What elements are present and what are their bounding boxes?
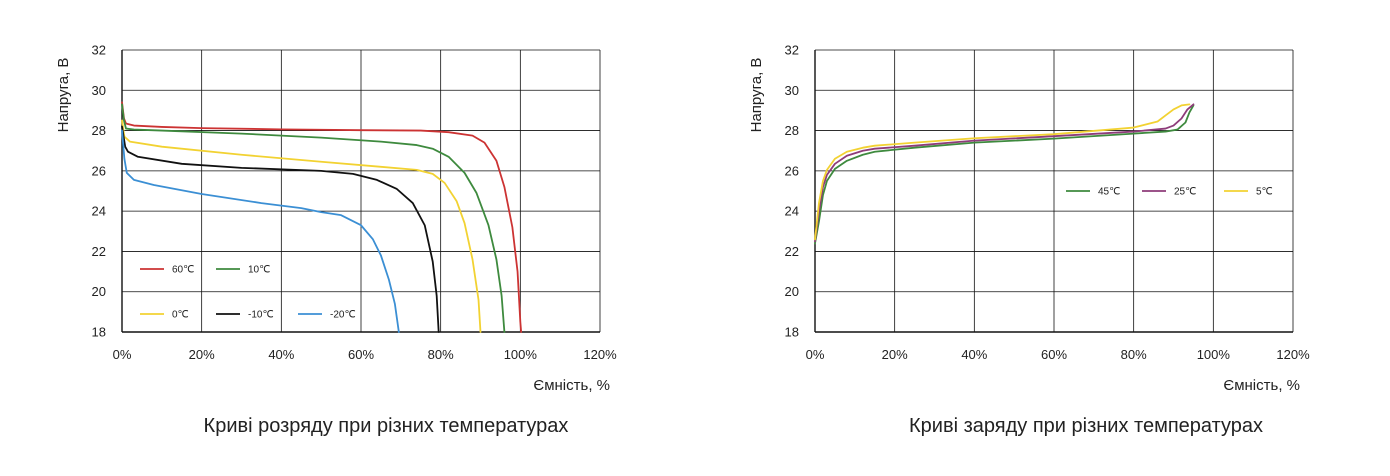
x-tick-label: 80% bbox=[1121, 347, 1147, 362]
x-tick-label: 120% bbox=[1276, 347, 1310, 362]
legend-label: 45℃ bbox=[1098, 187, 1120, 198]
y-tick-label: 18 bbox=[785, 325, 799, 340]
legend-label: 10℃ bbox=[248, 265, 270, 276]
y-tick-label: 20 bbox=[92, 284, 106, 299]
y-axis-title: Напруга, В bbox=[748, 58, 765, 133]
legend-item: 25℃ bbox=[1142, 187, 1196, 198]
y-tick-label: 28 bbox=[92, 123, 106, 138]
y-tick-label: 24 bbox=[785, 204, 799, 219]
y-tick-label: 20 bbox=[785, 284, 799, 299]
legend-item: 5℃ bbox=[1224, 187, 1273, 198]
legend-item: 10℃ bbox=[216, 265, 270, 276]
legend-label: 25℃ bbox=[1174, 187, 1196, 198]
x-tick-label: 20% bbox=[189, 347, 215, 362]
series-line bbox=[814, 103, 1191, 241]
y-tick-label: 26 bbox=[92, 163, 106, 178]
legend-label: -20℃ bbox=[330, 310, 356, 321]
chart-caption: Криві заряду при різних температурах bbox=[909, 415, 1263, 437]
series-line bbox=[121, 125, 440, 333]
legend-label: 0℃ bbox=[172, 310, 189, 321]
x-tick-label: 40% bbox=[961, 347, 987, 362]
y-tick-label: 18 bbox=[92, 325, 106, 340]
legend-label: 60℃ bbox=[172, 265, 194, 276]
series-line bbox=[121, 101, 523, 333]
series-line bbox=[121, 103, 506, 333]
x-tick-label: 0% bbox=[113, 347, 132, 362]
y-tick-label: 30 bbox=[92, 83, 106, 98]
y-tick-label: 28 bbox=[785, 123, 799, 138]
x-tick-label: 120% bbox=[583, 347, 617, 362]
charge-chart: 0% 20% 40% 60% 80% 100% 120% 18 20 22 24 26 28 30 32 На… bbox=[748, 43, 1310, 438]
discharge-chart: 0% 20% 40% 60% 80% 100% 120% 18 20 22 24 26 28 30 32 На… bbox=[55, 43, 617, 438]
legend-item: 60℃ bbox=[140, 265, 194, 276]
chart-caption: Криві розряду при різних температурах bbox=[204, 415, 569, 437]
x-axis-title: Ємність, % bbox=[1223, 377, 1300, 394]
x-tick-label: 100% bbox=[1197, 347, 1231, 362]
x-tick-label: 40% bbox=[268, 347, 294, 362]
series-line bbox=[814, 103, 1195, 243]
y-tick-label: 22 bbox=[92, 244, 106, 259]
series-line bbox=[121, 119, 482, 333]
y-tick-label: 32 bbox=[92, 43, 106, 58]
legend-item: 45℃ bbox=[1066, 187, 1120, 198]
legend-item: 0℃ bbox=[140, 310, 189, 321]
legend-label: -10℃ bbox=[248, 310, 274, 321]
x-tick-label: 100% bbox=[504, 347, 538, 362]
x-tick-label: 60% bbox=[1041, 347, 1067, 362]
x-tick-label: 0% bbox=[806, 347, 825, 362]
y-tick-label: 24 bbox=[92, 204, 106, 219]
y-tick-label: 26 bbox=[785, 163, 799, 178]
legend-label: 5℃ bbox=[1256, 187, 1273, 198]
series-line bbox=[814, 104, 1195, 245]
legend-item: -10℃ bbox=[216, 310, 274, 321]
y-tick-label: 30 bbox=[785, 83, 799, 98]
x-tick-label: 60% bbox=[348, 347, 374, 362]
series-line bbox=[121, 129, 400, 333]
x-tick-label: 20% bbox=[882, 347, 908, 362]
y-tick-label: 32 bbox=[785, 43, 799, 58]
y-axis-title: Напруга, В bbox=[55, 58, 72, 133]
y-tick-label: 22 bbox=[785, 244, 799, 259]
legend-item: -20℃ bbox=[298, 310, 356, 321]
x-axis-title: Ємність, % bbox=[533, 377, 610, 394]
x-tick-label: 80% bbox=[428, 347, 454, 362]
